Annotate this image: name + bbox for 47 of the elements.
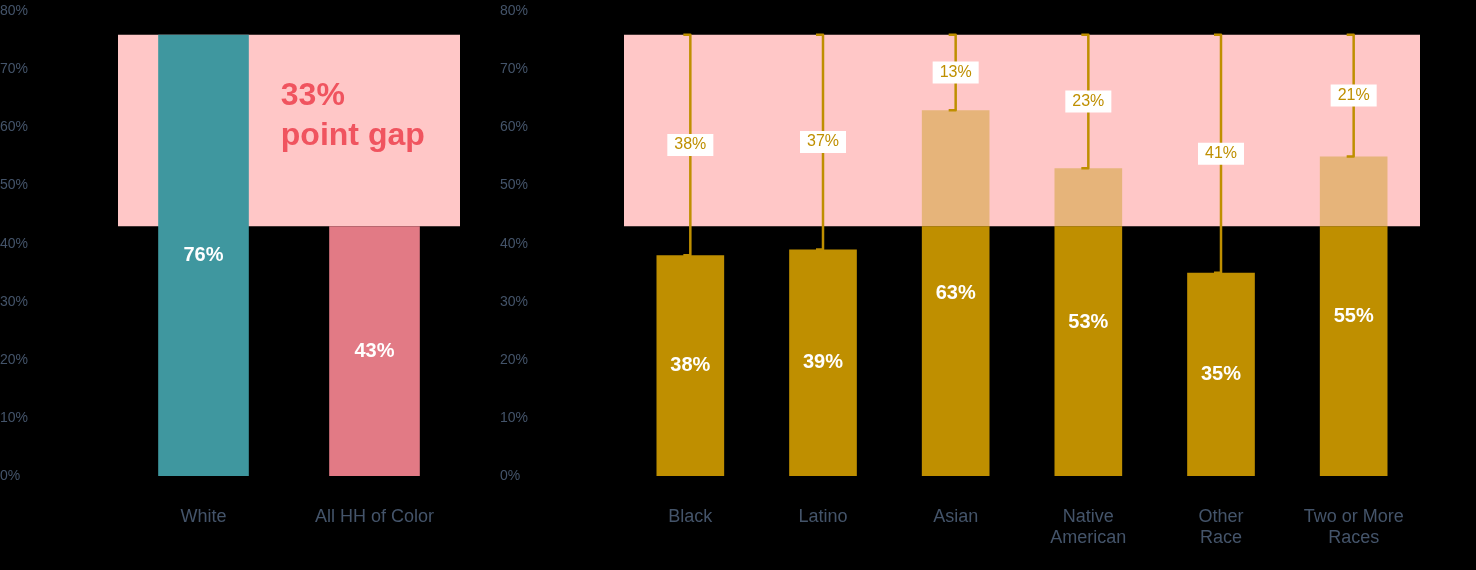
data-label: 43% <box>354 338 395 361</box>
total-label: 35% <box>1200 361 1242 384</box>
annotation: 33% point gap <box>280 75 425 152</box>
annotation: 37% <box>806 132 840 150</box>
x-tick-label: Other Race <box>1198 505 1244 548</box>
bar <box>1054 168 1123 227</box>
bar <box>921 110 990 227</box>
y-tick-label: 0% <box>0 466 21 483</box>
y-tick-label: 10% <box>500 408 529 425</box>
y-tick-label: 40% <box>500 234 529 251</box>
y-tick-label: 10% <box>0 408 29 425</box>
x-tick-label: Two or More Races <box>1303 505 1404 548</box>
y-tick-label: 40% <box>0 234 29 251</box>
total-label: 53% <box>1068 309 1109 332</box>
x-tick-label: White <box>180 505 227 526</box>
y-tick-label: 0% <box>500 466 521 483</box>
bar <box>921 226 990 476</box>
x-tick-label: All HH of Color <box>314 505 435 526</box>
y-tick-label: 60% <box>500 118 529 135</box>
y-tick-label: 20% <box>500 350 529 367</box>
annotation: 41% <box>1204 144 1238 162</box>
annotation: 38% <box>674 135 707 153</box>
annotation: 21% <box>1337 86 1370 104</box>
bar <box>1054 226 1123 476</box>
annotation: 23% <box>1072 91 1105 109</box>
annotation: 13% <box>939 62 972 80</box>
y-tick-label: 30% <box>500 292 529 309</box>
y-tick-label: 60% <box>0 118 29 135</box>
x-tick-label: Native American <box>1050 505 1127 548</box>
x-tick-label: Latino <box>798 505 848 526</box>
total-label: 38% <box>670 353 711 376</box>
x-tick-label: Black <box>668 505 714 526</box>
y-tick-label: 70% <box>0 60 29 77</box>
bar <box>1319 226 1388 476</box>
x-tick-label: Asian <box>933 505 979 526</box>
y-tick-label: 70% <box>500 60 529 77</box>
y-tick-label: 80% <box>0 2 29 19</box>
bar <box>1319 156 1388 227</box>
data-label: 76% <box>183 242 224 265</box>
total-label: 39% <box>802 350 844 373</box>
y-tick-label: 50% <box>500 176 529 193</box>
total-label: 63% <box>935 280 976 303</box>
y-tick-label: 80% <box>500 2 529 19</box>
y-tick-label: 30% <box>0 292 29 309</box>
y-tick-label: 20% <box>0 350 29 367</box>
y-tick-label: 50% <box>0 176 29 193</box>
total-label: 55% <box>1333 303 1374 326</box>
